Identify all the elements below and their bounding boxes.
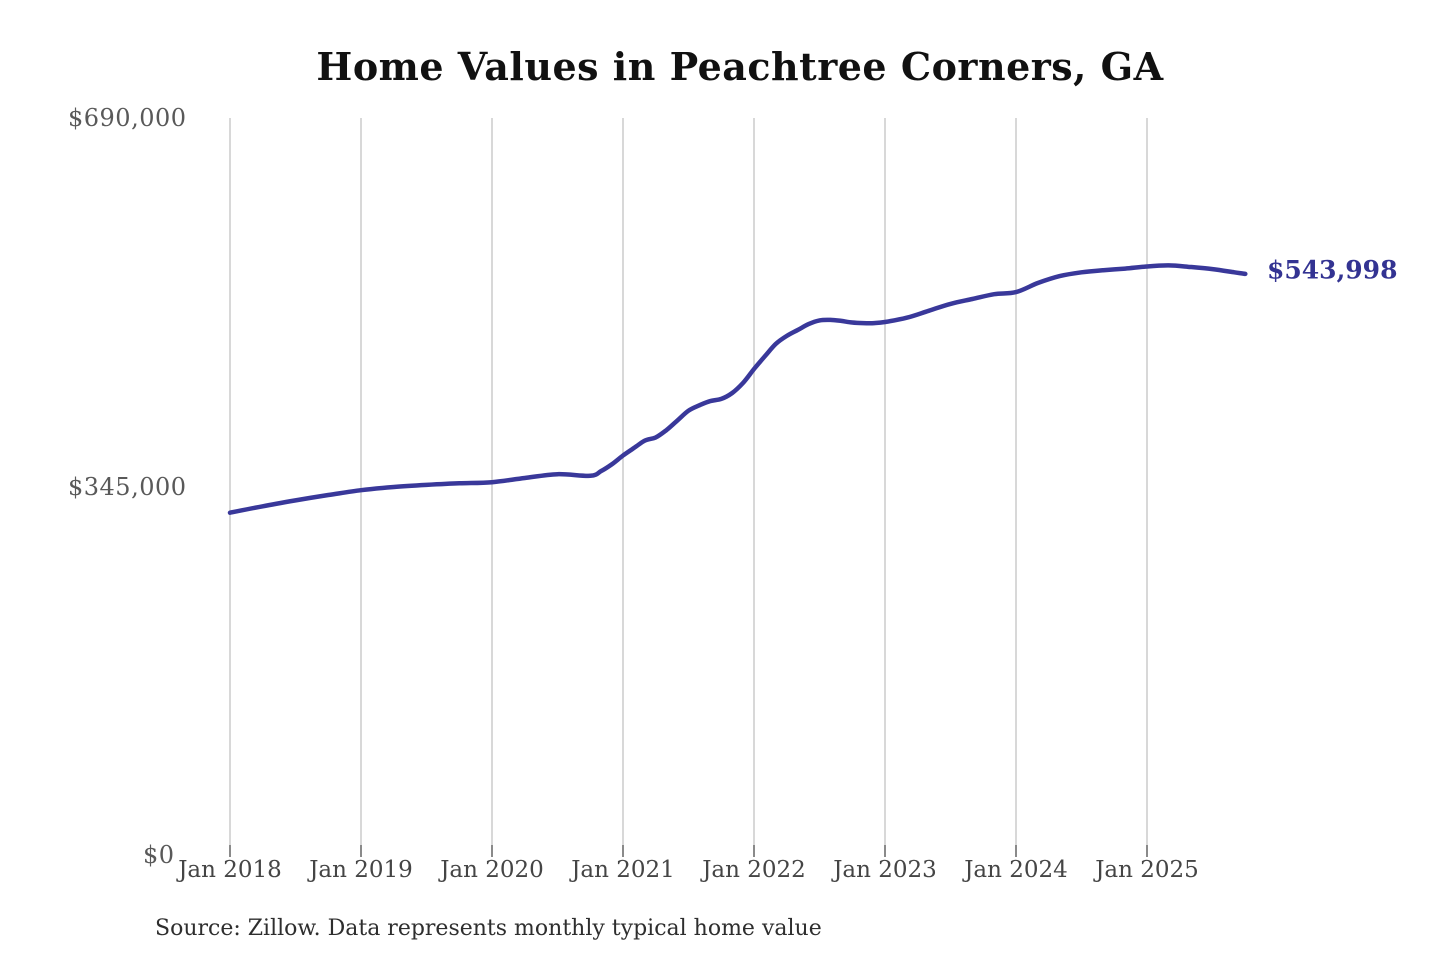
y-axis-tick-label: $345,000 (68, 472, 187, 501)
x-axis-tick-label: Jan 2024 (964, 857, 1068, 883)
source-note: Source: Zillow. Data represents monthly … (155, 916, 822, 941)
series-line (227, 263, 1248, 515)
x-axis-tick-label: Jan 2021 (571, 857, 675, 883)
chart-title: Home Values in Peachtree Corners, GA (316, 44, 1164, 89)
x-axis-tick-label: Jan 2019 (309, 857, 413, 883)
x-axis-tick-label: Jan 2018 (178, 857, 282, 883)
x-axis-tick-label: Jan 2023 (833, 857, 937, 883)
y-axis-tick-label: $690,000 (68, 104, 187, 132)
series-end-value-label: $543,998 (1267, 255, 1398, 285)
x-axis-tick-label: Jan 2022 (702, 857, 806, 883)
y-axis-tick-label: $0 (143, 841, 175, 869)
x-axis-tick-label: Jan 2025 (1095, 857, 1199, 883)
x-axis-tick-label: Jan 2020 (440, 857, 544, 883)
